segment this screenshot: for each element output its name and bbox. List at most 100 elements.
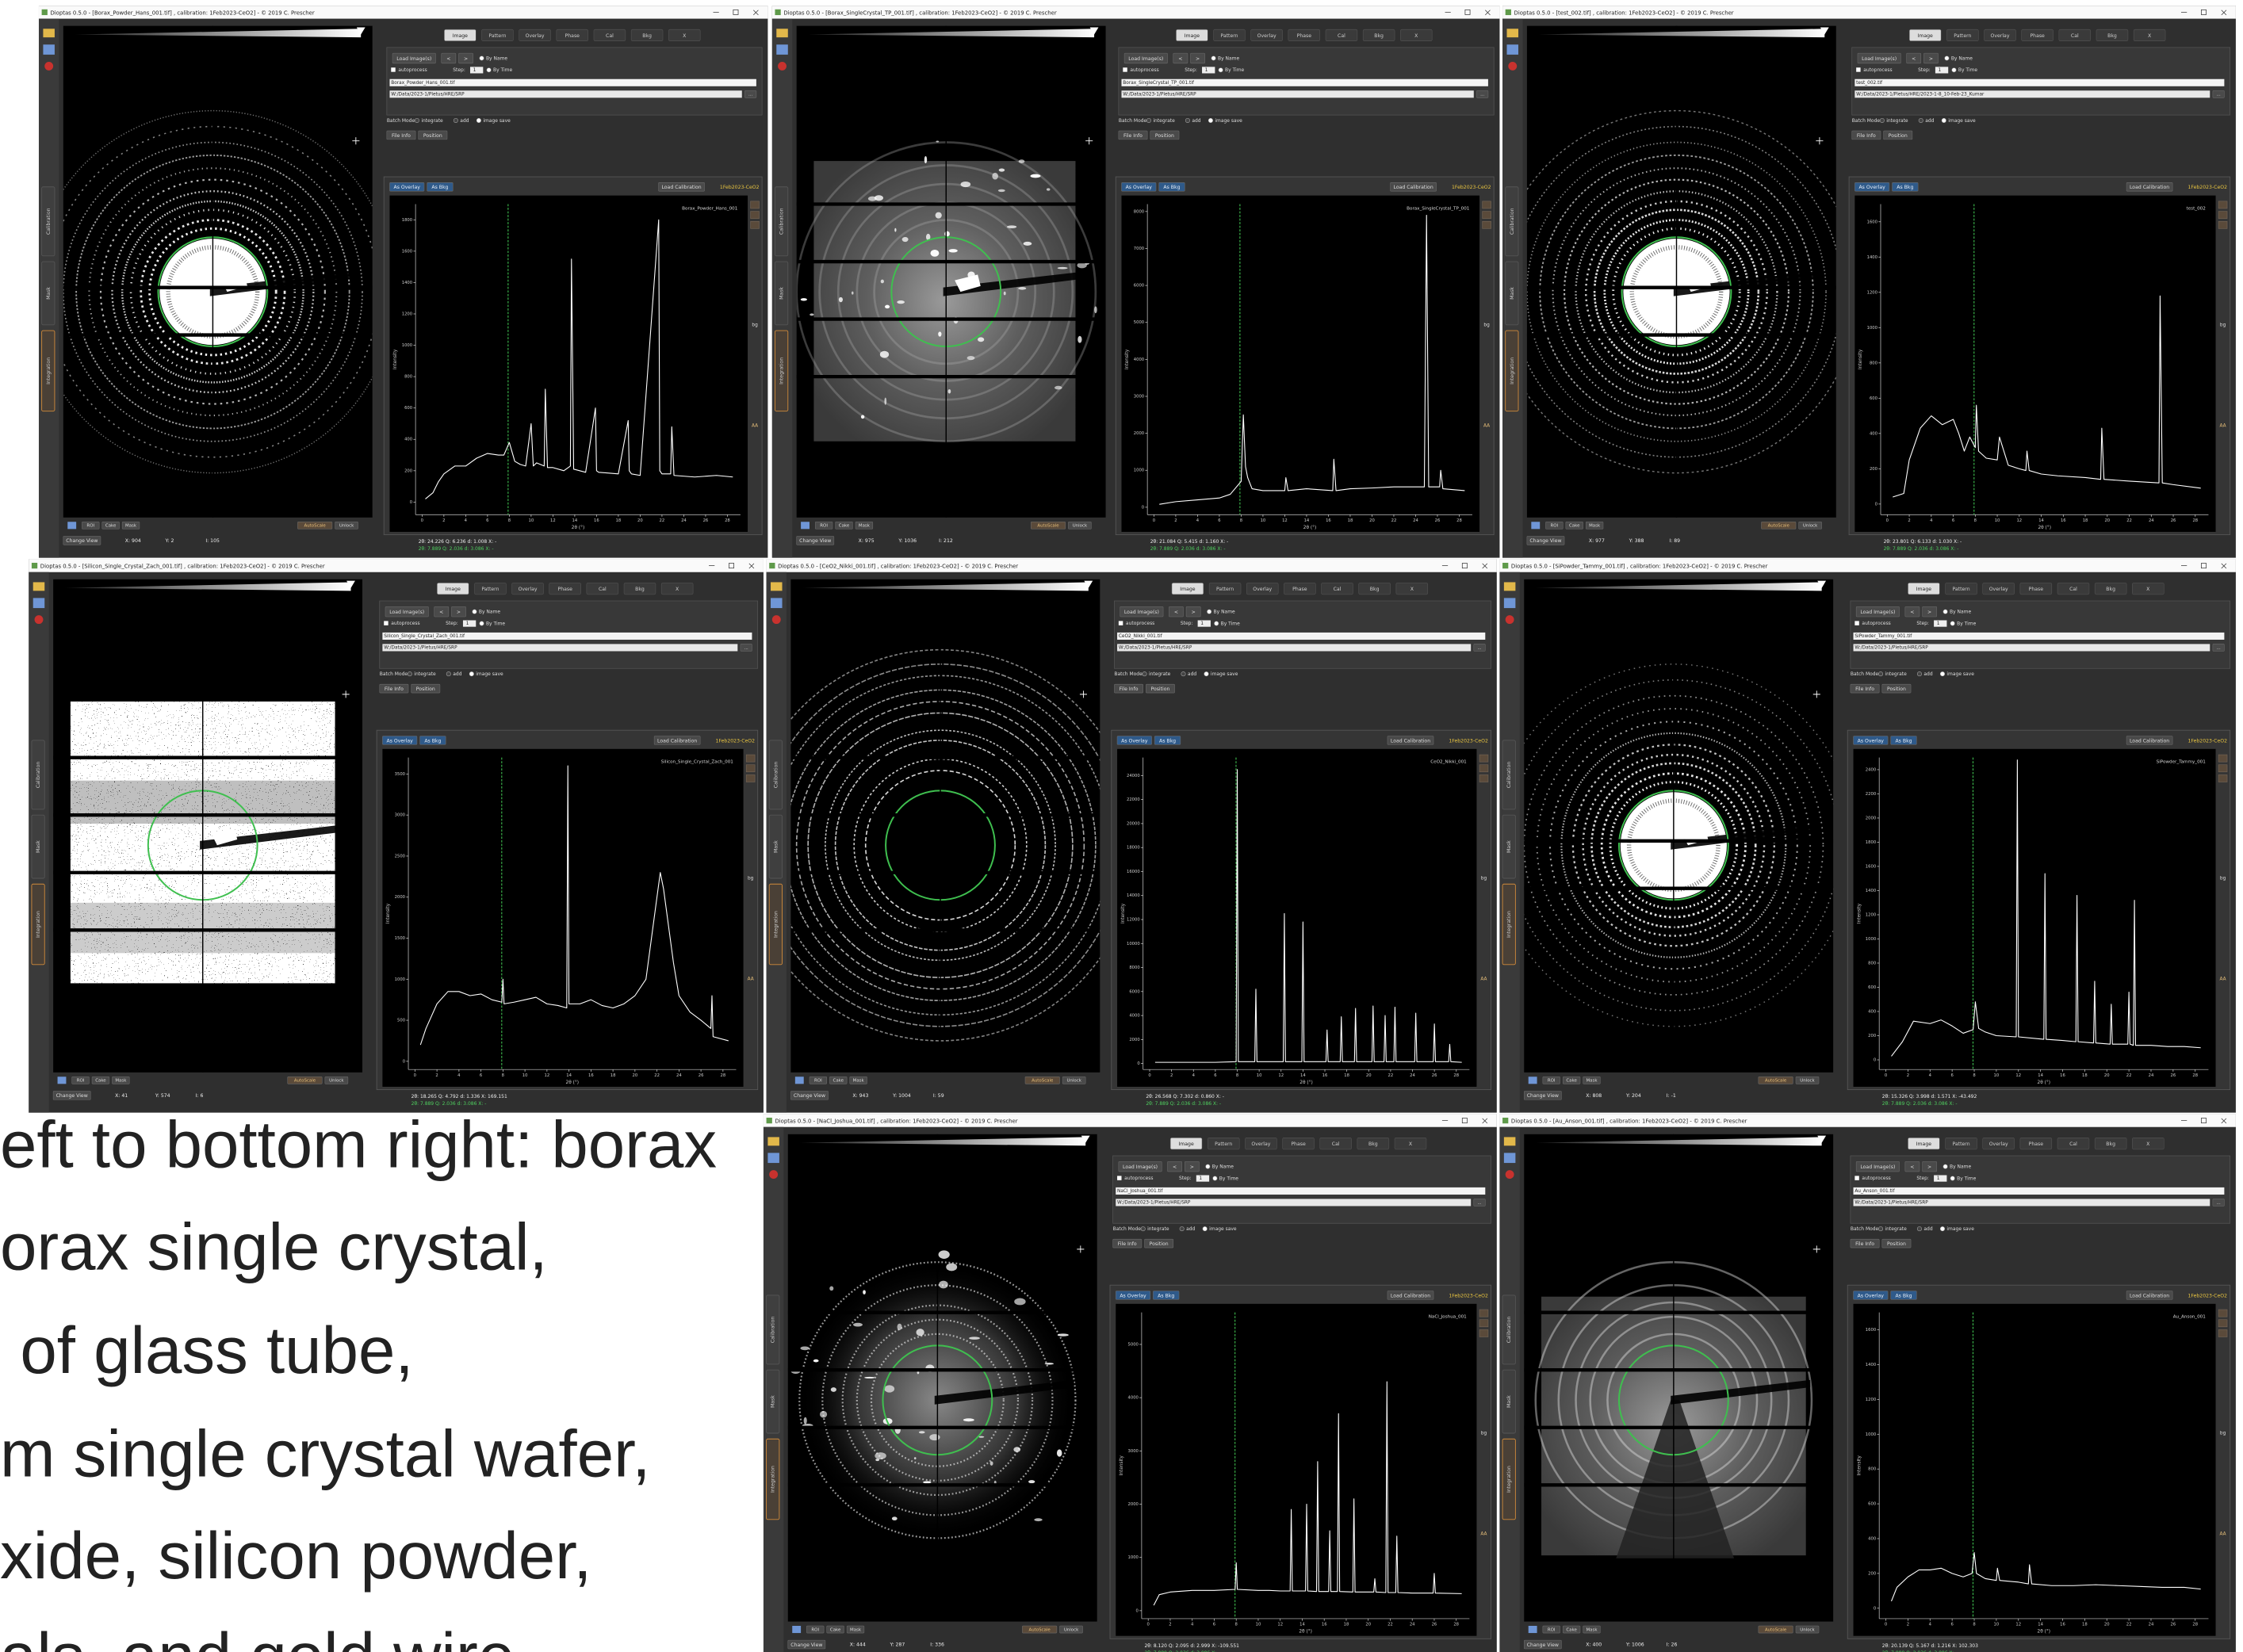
by-time-radio[interactable] bbox=[1950, 621, 1954, 625]
save-icon[interactable] bbox=[776, 44, 788, 55]
by-time-radio[interactable] bbox=[1214, 621, 1218, 625]
plot-tool-button[interactable] bbox=[751, 221, 760, 228]
aa-button[interactable]: AA bbox=[2220, 423, 2226, 428]
aa-button[interactable]: AA bbox=[1483, 423, 1490, 428]
save-icon[interactable] bbox=[767, 1153, 779, 1163]
plot-tool-button[interactable] bbox=[1479, 755, 1488, 762]
batch-radio[interactable] bbox=[1917, 671, 1921, 675]
save-icon[interactable] bbox=[43, 44, 55, 55]
close-icon[interactable] bbox=[1506, 615, 1514, 624]
plot-tool-button[interactable] bbox=[1483, 221, 1491, 228]
step-box[interactable] bbox=[1202, 67, 1215, 73]
save-icon[interactable] bbox=[1504, 1153, 1516, 1163]
by-name-radio[interactable] bbox=[1943, 1164, 1947, 1168]
by-name-radio[interactable] bbox=[1945, 56, 1949, 60]
plot-tool-button[interactable] bbox=[751, 201, 760, 208]
batch-radio[interactable] bbox=[469, 671, 473, 675]
step-box[interactable] bbox=[1196, 1175, 1209, 1181]
save-image-icon[interactable] bbox=[801, 522, 810, 529]
save-image-icon[interactable] bbox=[795, 1076, 804, 1084]
by-time-radio[interactable] bbox=[1950, 1176, 1954, 1180]
open-icon[interactable] bbox=[771, 582, 783, 591]
batch-radio[interactable] bbox=[415, 118, 419, 122]
batch-radio[interactable] bbox=[1143, 671, 1146, 675]
open-icon[interactable] bbox=[1504, 1137, 1516, 1145]
batch-radio[interactable] bbox=[1878, 671, 1882, 675]
save-image-icon[interactable] bbox=[1531, 522, 1540, 529]
step-box[interactable] bbox=[1198, 620, 1211, 626]
close-icon[interactable] bbox=[769, 1170, 778, 1179]
save-image-icon[interactable] bbox=[1529, 1076, 1537, 1084]
file-field[interactable] bbox=[1854, 79, 2224, 86]
batch-radio[interactable] bbox=[477, 118, 480, 122]
aa-button[interactable]: AA bbox=[748, 977, 754, 981]
batch-radio[interactable] bbox=[1185, 118, 1189, 122]
by-time-radio[interactable] bbox=[480, 621, 484, 625]
autoprocess-checkbox[interactable] bbox=[1123, 67, 1127, 71]
by-name-radio[interactable] bbox=[480, 56, 484, 60]
plot-tool-button[interactable] bbox=[751, 212, 760, 219]
plot-tool-button[interactable] bbox=[2218, 1320, 2227, 1327]
aa-button[interactable]: AA bbox=[1480, 977, 1487, 981]
plot-tool-button[interactable] bbox=[2218, 212, 2227, 219]
plot-tool-button[interactable] bbox=[1479, 765, 1488, 772]
plot-tool-button[interactable] bbox=[2218, 774, 2227, 782]
bg-button[interactable]: bg bbox=[752, 323, 758, 327]
save-image-icon[interactable] bbox=[792, 1626, 801, 1633]
bg-button[interactable]: bg bbox=[748, 877, 754, 881]
plot-tool-button[interactable] bbox=[1479, 774, 1488, 782]
file-field[interactable] bbox=[1854, 1187, 2225, 1195]
aa-button[interactable]: AA bbox=[1480, 1532, 1487, 1536]
close-icon[interactable] bbox=[1508, 62, 1517, 71]
batch-radio[interactable] bbox=[408, 671, 411, 675]
close-icon[interactable] bbox=[772, 615, 781, 624]
open-icon[interactable] bbox=[776, 29, 788, 37]
by-time-radio[interactable] bbox=[487, 68, 491, 72]
plot-tool-button[interactable] bbox=[746, 765, 755, 772]
by-name-radio[interactable] bbox=[1207, 610, 1211, 614]
autoprocess-checkbox[interactable] bbox=[1856, 67, 1860, 71]
by-time-radio[interactable] bbox=[1952, 68, 1956, 72]
aa-button[interactable]: AA bbox=[2220, 1532, 2226, 1536]
close-icon[interactable] bbox=[1506, 1170, 1514, 1179]
open-icon[interactable] bbox=[33, 582, 45, 591]
batch-radio[interactable] bbox=[1146, 118, 1150, 122]
plot-tool-button[interactable] bbox=[2218, 1310, 2227, 1317]
batch-radio[interactable] bbox=[454, 118, 457, 122]
step-box[interactable] bbox=[463, 620, 476, 626]
save-icon[interactable] bbox=[33, 598, 45, 608]
batch-radio[interactable] bbox=[1204, 671, 1208, 675]
autoprocess-checkbox[interactable] bbox=[1117, 1176, 1121, 1180]
plot-tool-button[interactable] bbox=[2218, 1329, 2227, 1337]
step-box[interactable] bbox=[1935, 67, 1948, 73]
plot-tool-button[interactable] bbox=[746, 755, 755, 762]
batch-radio[interactable] bbox=[1203, 1226, 1207, 1230]
plot-tool-button[interactable] bbox=[1479, 1310, 1488, 1317]
autoprocess-checkbox[interactable] bbox=[1119, 621, 1123, 625]
by-name-radio[interactable] bbox=[473, 610, 477, 614]
batch-radio[interactable] bbox=[1942, 118, 1946, 122]
open-icon[interactable] bbox=[1504, 582, 1516, 591]
plot-tool-button[interactable] bbox=[2218, 221, 2227, 228]
batch-radio[interactable] bbox=[1181, 671, 1185, 675]
by-name-radio[interactable] bbox=[1206, 1164, 1210, 1168]
plot-tool-button[interactable] bbox=[2218, 755, 2227, 762]
open-icon[interactable] bbox=[1507, 29, 1519, 37]
open-icon[interactable] bbox=[43, 29, 55, 37]
batch-radio[interactable] bbox=[1917, 1226, 1921, 1230]
by-name-radio[interactable] bbox=[1211, 56, 1215, 60]
batch-radio[interactable] bbox=[1880, 118, 1884, 122]
autoprocess-checkbox[interactable] bbox=[384, 621, 388, 625]
aa-button[interactable]: AA bbox=[752, 423, 758, 428]
plot-tool-button[interactable] bbox=[746, 774, 755, 782]
plot-tool-button[interactable] bbox=[1483, 201, 1491, 208]
close-icon[interactable] bbox=[778, 62, 787, 71]
batch-radio[interactable] bbox=[1180, 1226, 1184, 1230]
batch-radio[interactable] bbox=[1208, 118, 1212, 122]
plot-tool-button[interactable] bbox=[2218, 201, 2227, 208]
batch-radio[interactable] bbox=[1878, 1226, 1882, 1230]
bg-button[interactable]: bg bbox=[2220, 323, 2226, 327]
open-icon[interactable] bbox=[767, 1137, 779, 1145]
file-field[interactable] bbox=[1117, 633, 1485, 640]
batch-radio[interactable] bbox=[1940, 1226, 1944, 1230]
